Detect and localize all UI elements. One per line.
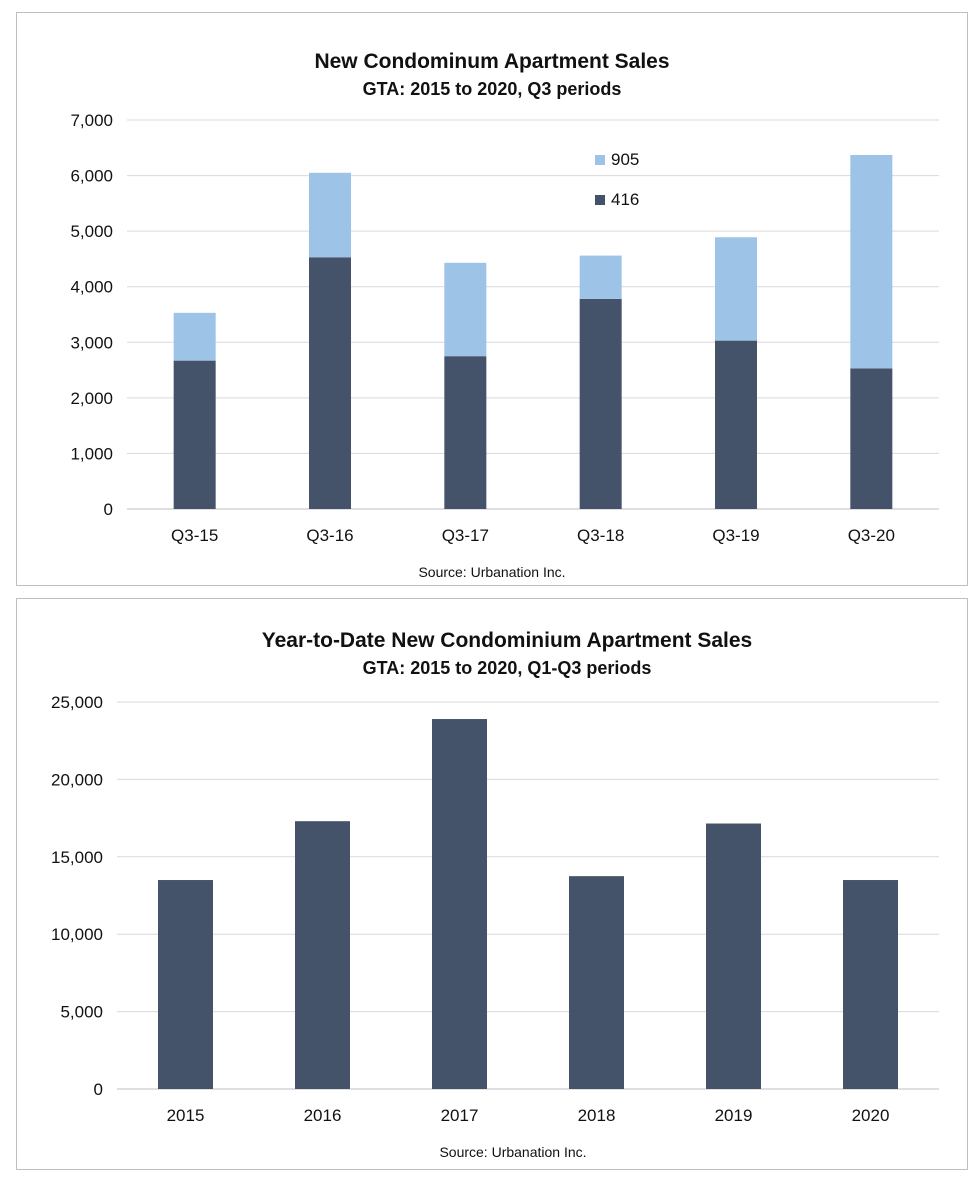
x-axis-ticks: Q3-15 Q3-16 Q3-17 Q3-18 Q3-19 Q3-20 — [171, 526, 895, 545]
y-tick-label: 6,000 — [70, 167, 113, 186]
bar-905-Q3-18 — [579, 255, 622, 299]
bar-value-2015 — [158, 880, 213, 1089]
bar-416-Q3-16 — [309, 257, 351, 509]
x-tick-label: Q3-16 — [306, 526, 353, 545]
x-tick-label: 2015 — [167, 1106, 205, 1125]
x-tick-label: Q3-20 — [848, 526, 895, 545]
bar-value-2019 — [706, 823, 761, 1089]
legend-label-416: 416 — [611, 190, 639, 209]
chart-source: Source: Urbanation Inc. — [418, 564, 565, 580]
x-tick-label: 2016 — [304, 1106, 342, 1125]
legend: 905 416 — [595, 150, 639, 209]
legend-swatch-416 — [595, 195, 605, 205]
bar-value-2017 — [432, 719, 487, 1089]
y-tick-label: 0 — [94, 1080, 103, 1099]
legend-swatch-905 — [595, 155, 605, 165]
bar-value-2020 — [843, 880, 898, 1089]
chart-panel-q3: New Condominum Apartment Sales GTA: 2015… — [16, 12, 968, 586]
x-tick-label: Q3-18 — [577, 526, 624, 545]
y-tick-label: 0 — [104, 500, 113, 519]
x-tick-label: Q3-17 — [442, 526, 489, 545]
bar-905-Q3-19 — [715, 237, 757, 341]
bars — [173, 155, 893, 509]
chart-ytd-svg: Year-to-Date New Condominium Apartment S… — [51, 629, 939, 1160]
bar-416-Q3-17 — [444, 356, 487, 509]
y-tick-label: 15,000 — [51, 848, 103, 867]
bar-905-Q3-20 — [850, 155, 893, 369]
bar-value-2018 — [569, 876, 624, 1089]
y-tick-label: 2,000 — [70, 389, 113, 408]
y-tick-label: 20,000 — [51, 770, 103, 789]
bars — [158, 719, 898, 1089]
y-tick-label: 4,000 — [70, 278, 113, 297]
y-tick-label: 10,000 — [51, 925, 103, 944]
y-tick-label: 5,000 — [70, 222, 113, 241]
x-tick-label: Q3-15 — [171, 526, 218, 545]
x-tick-label: 2020 — [852, 1106, 890, 1125]
bar-416-Q3-18 — [579, 298, 622, 509]
y-tick-label: 3,000 — [70, 333, 113, 352]
chart-subtitle: GTA: 2015 to 2020, Q1-Q3 periods — [363, 658, 652, 678]
chart-title: New Condominum Apartment Sales — [314, 50, 669, 73]
bar-905-Q3-16 — [309, 172, 351, 258]
gridlines — [117, 701, 939, 1090]
gridlines — [127, 119, 939, 510]
bar-905-Q3-17 — [444, 262, 487, 357]
y-axis-ticks: 0 5,000 10,000 15,000 20,000 25,000 — [51, 693, 103, 1099]
x-axis-ticks: 2015 2016 2017 2018 2019 2020 — [167, 1106, 890, 1125]
chart-q3-svg: New Condominum Apartment Sales GTA: 2015… — [70, 50, 939, 580]
x-tick-label: 2018 — [578, 1106, 616, 1125]
x-tick-label: 2017 — [441, 1106, 479, 1125]
y-tick-label: 1,000 — [70, 444, 113, 463]
y-tick-label: 25,000 — [51, 693, 103, 712]
chart-source: Source: Urbanation Inc. — [439, 1144, 586, 1160]
chart-subtitle: GTA: 2015 to 2020, Q3 periods — [363, 79, 622, 99]
bar-416-Q3-15 — [173, 360, 216, 509]
chart-panel-ytd: Year-to-Date New Condominium Apartment S… — [16, 598, 968, 1170]
bar-416-Q3-19 — [715, 340, 757, 509]
bar-905-Q3-15 — [173, 312, 216, 361]
bar-416-Q3-20 — [850, 368, 893, 509]
chart-title: Year-to-Date New Condominium Apartment S… — [262, 629, 752, 652]
legend-label-905: 905 — [611, 150, 639, 169]
bar-value-2016 — [295, 821, 350, 1089]
y-tick-label: 7,000 — [70, 111, 113, 130]
x-tick-label: Q3-19 — [712, 526, 759, 545]
y-tick-label: 5,000 — [60, 1003, 103, 1022]
y-axis-ticks: 0 1,000 2,000 3,000 4,000 5,000 6,000 7,000 — [70, 111, 113, 519]
x-tick-label: 2019 — [715, 1106, 753, 1125]
